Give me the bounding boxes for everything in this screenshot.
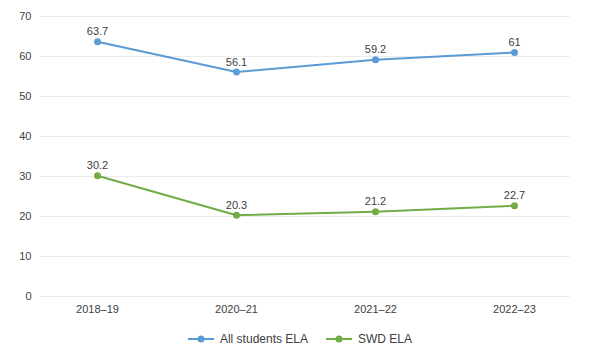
svg-text:10: 10 xyxy=(19,250,31,262)
svg-text:20.3: 20.3 xyxy=(226,199,247,211)
svg-text:50: 50 xyxy=(19,90,31,102)
svg-text:30: 30 xyxy=(19,170,31,182)
svg-text:20: 20 xyxy=(19,210,31,222)
svg-text:2018–19: 2018–19 xyxy=(76,303,119,315)
svg-text:30.2: 30.2 xyxy=(87,159,108,171)
svg-text:2021–22: 2021–22 xyxy=(354,303,397,315)
svg-text:40: 40 xyxy=(19,130,31,142)
svg-text:2020–21: 2020–21 xyxy=(215,303,258,315)
html-text:SWD ELA: SWD ELA xyxy=(358,332,412,346)
svg-text:22.7: 22.7 xyxy=(504,189,525,201)
svg-text:21.2: 21.2 xyxy=(365,195,386,207)
svg-text:70: 70 xyxy=(19,10,31,22)
svg-text:2022–23: 2022–23 xyxy=(493,303,536,315)
svg-text:61: 61 xyxy=(508,36,520,48)
svg-text:0: 0 xyxy=(25,290,31,302)
svg-text:60: 60 xyxy=(19,50,31,62)
svg-text:56.1: 56.1 xyxy=(226,56,247,68)
html-text:All students ELA: All students ELA xyxy=(220,332,308,346)
svg-text:59.2: 59.2 xyxy=(365,43,386,55)
svg-text:63.7: 63.7 xyxy=(87,25,108,37)
